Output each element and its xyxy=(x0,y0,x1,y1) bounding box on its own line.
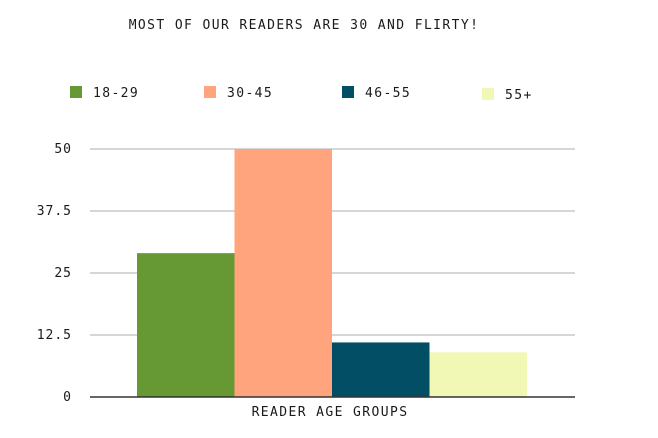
bar-46-55 xyxy=(332,342,430,397)
chart-title: MOST OF OUR READERS ARE 30 AND FLIRTY! xyxy=(128,18,480,33)
legend-swatch-46-55 xyxy=(342,86,354,98)
legend-label-18-29: 18-29 xyxy=(93,86,140,101)
y-tick-label: 37.5 xyxy=(37,204,72,219)
x-axis-label: READER AGE GROUPS xyxy=(252,405,409,420)
legend-item-30-45: 30-45 xyxy=(204,86,273,101)
y-tick-label: 25 xyxy=(54,266,72,281)
legend-swatch-55-plus xyxy=(482,88,494,100)
legend-label-46-55: 46-55 xyxy=(365,86,412,101)
legend-item-18-29: 18-29 xyxy=(70,86,139,101)
bar-55-plus xyxy=(429,352,527,397)
legend-label-55-plus: 55+ xyxy=(505,88,533,103)
legend-label-30-45: 30-45 xyxy=(227,86,274,101)
bar-18-29 xyxy=(137,253,235,397)
y-tick-label: 12.5 xyxy=(37,328,72,343)
bar-30-45 xyxy=(234,149,332,397)
legend-swatch-30-45 xyxy=(204,86,216,98)
legend-swatch-18-29 xyxy=(70,86,82,98)
y-tick-label: 0 xyxy=(63,390,72,405)
legend-item-55-plus: 55+ xyxy=(482,88,533,103)
legend-item-46-55: 46-55 xyxy=(342,86,411,101)
y-tick-label: 50 xyxy=(54,142,72,157)
